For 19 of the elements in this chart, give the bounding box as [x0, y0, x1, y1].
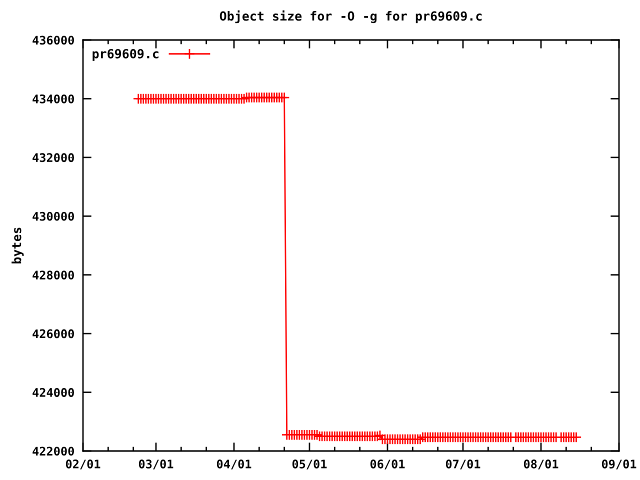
y-tick-label: 436000: [32, 36, 74, 45]
x-tick-label: 02/01: [66, 460, 100, 470]
chart-title: Object size for -O -g for pr69609.c: [220, 10, 482, 24]
x-tick-label: 07/01: [446, 460, 480, 470]
y-tick-label: 432000: [32, 153, 74, 162]
x-tick-label: 09/01: [602, 460, 636, 470]
x-tick-label: 08/01: [524, 460, 558, 470]
x-tick-label: 04/01: [216, 460, 252, 470]
y-tick-label: 430000: [32, 212, 74, 221]
legend-label: pr69609.c: [92, 48, 158, 61]
x-tick-label: 03/01: [138, 460, 174, 470]
x-tick-label: 06/01: [370, 460, 405, 470]
x-tick-label: 05/01: [292, 460, 327, 470]
y-tick-label: 426000: [32, 329, 74, 338]
y-tick-label: 434000: [32, 94, 74, 104]
y-tick-label: 422000: [32, 446, 74, 456]
y-axis-title: bytes: [12, 228, 24, 264]
y-tick-label: 424000: [32, 388, 74, 397]
y-tick-label: 428000: [32, 270, 74, 280]
